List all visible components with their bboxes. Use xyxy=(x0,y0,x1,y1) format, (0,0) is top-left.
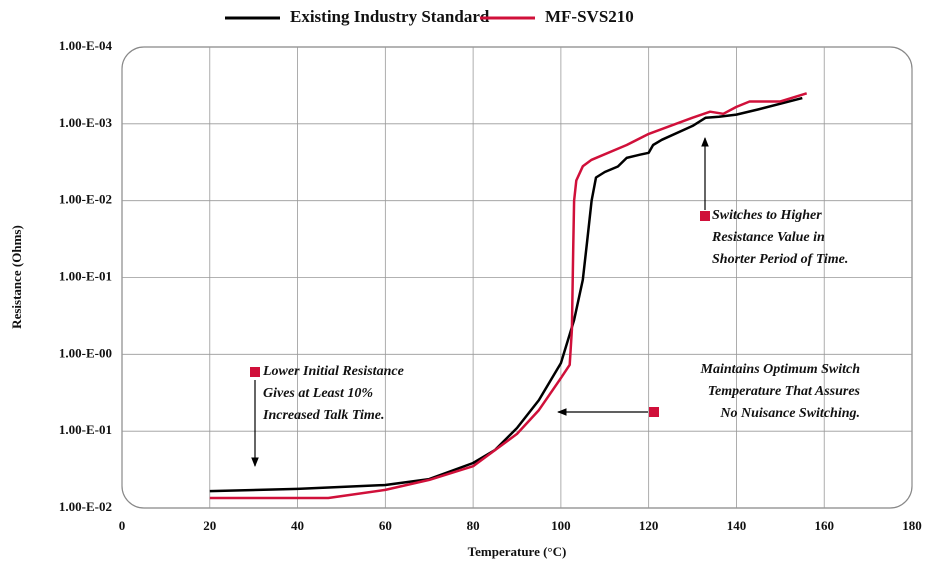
x-tick-label: 180 xyxy=(902,518,922,533)
annotation: Temperature That Assures xyxy=(708,384,861,399)
annotation: No Nuisance Switching. xyxy=(719,406,860,421)
x-tick-label: 140 xyxy=(727,518,747,533)
y-tick-label: 1.00-E-02 xyxy=(59,499,112,514)
y-tick-label: 1.00-E-00 xyxy=(59,345,112,360)
annotation: Switches to Higher xyxy=(712,208,822,223)
x-tick-label: 160 xyxy=(814,518,834,533)
y-tick-label: 1.00-E-03 xyxy=(59,115,113,130)
annotation: Shorter Period of Time. xyxy=(712,252,848,267)
y-tick-label: 1.00-E-02 xyxy=(59,192,112,207)
x-tick-label: 0 xyxy=(119,518,126,533)
y-tick-label: 1.00-E-04 xyxy=(59,38,113,53)
annotation: Lower Initial Resistance xyxy=(262,364,404,379)
x-tick-label: 40 xyxy=(291,518,304,533)
x-tick-label: 80 xyxy=(467,518,480,533)
y-tick-label: 1.00-E-01 xyxy=(59,268,112,283)
series-line xyxy=(209,96,803,493)
annotation: Maintains Optimum Switch xyxy=(700,362,861,377)
x-tick-label: 100 xyxy=(551,518,571,533)
annotation-marker xyxy=(250,367,260,377)
annotation: Increased Talk Time. xyxy=(262,408,384,423)
legend-label: MF-SVS210 xyxy=(545,7,634,26)
y-tick-label: 1.00-E-01 xyxy=(59,422,112,437)
annotation: Resistance Value in xyxy=(711,230,825,245)
x-tick-label: 20 xyxy=(203,518,216,533)
legend-label: Existing Industry Standard xyxy=(290,7,490,26)
annotation-marker xyxy=(700,211,710,221)
series-line xyxy=(209,92,808,500)
annotation-marker xyxy=(649,407,659,417)
annotation: Gives at Least 10% xyxy=(263,386,373,401)
x-tick-label: 60 xyxy=(379,518,392,533)
x-tick-label: 120 xyxy=(639,518,659,533)
x-axis-label: Temperature (°C) xyxy=(468,544,567,559)
y-axis-label: Resistance (Ohms) xyxy=(9,225,24,329)
